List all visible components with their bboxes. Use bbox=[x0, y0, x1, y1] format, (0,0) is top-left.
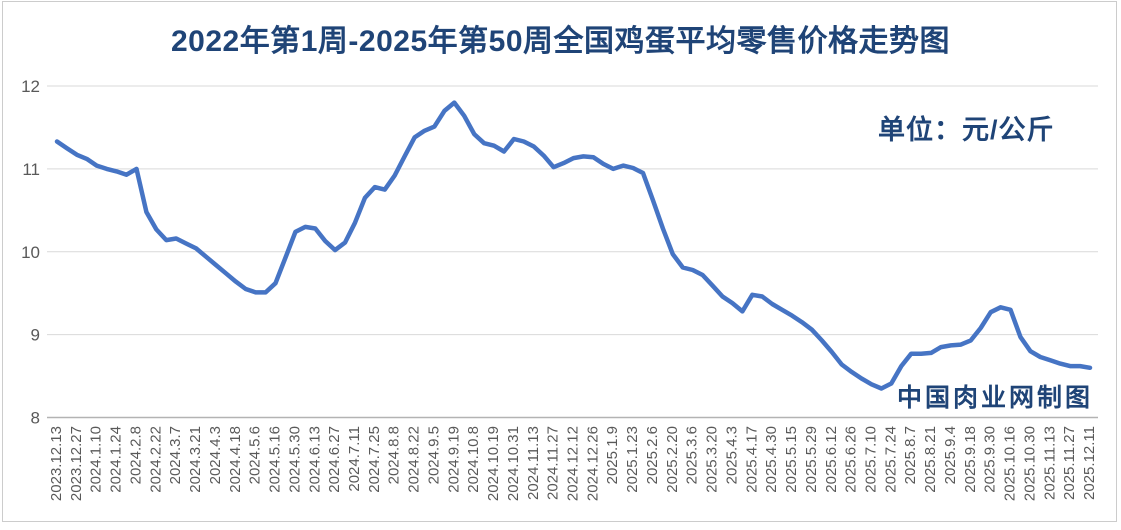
x-axis-tick-label: 2024.4.3 bbox=[207, 426, 224, 484]
x-axis-tick-label: 2024.12.26 bbox=[584, 426, 601, 501]
y-axis-tick-label: 9 bbox=[31, 326, 40, 345]
x-axis-tick-label: 2024.6.27 bbox=[326, 426, 343, 493]
x-axis-tick-label: 2024.4.18 bbox=[227, 426, 244, 493]
x-axis-tick-label: 2025.4.30 bbox=[763, 426, 780, 493]
y-axis-tick-label: 10 bbox=[21, 243, 40, 262]
x-axis-tick-label: 2025.9.18 bbox=[962, 426, 979, 493]
x-axis-tick-label: 2024.11.27 bbox=[545, 426, 562, 500]
x-axis-tick-label: 2024.7.11 bbox=[346, 426, 363, 492]
x-axis-tick-label: 2024.10.8 bbox=[465, 426, 482, 493]
x-axis-tick-label: 2024.1.24 bbox=[108, 426, 125, 493]
x-axis-tick-label: 2024.9.19 bbox=[445, 426, 462, 493]
x-axis-tick-label: 2024.2.22 bbox=[147, 426, 164, 493]
x-axis-tick-label: 2025.6.26 bbox=[843, 426, 860, 493]
x-axis-tick-label: 2024.8.8 bbox=[386, 426, 403, 484]
x-axis-tick-label: 2025.11.13 bbox=[1041, 426, 1058, 500]
x-axis-tick-label: 2025.8.7 bbox=[902, 426, 919, 484]
y-axis-tick-label: 8 bbox=[31, 409, 40, 428]
x-axis-tick-label: 2024.6.13 bbox=[306, 426, 323, 493]
x-axis-tick-label: 2025.6.12 bbox=[823, 426, 840, 493]
x-axis-tick-label: 2025.1.23 bbox=[624, 426, 641, 493]
x-axis-tick-label: 2024.10.31 bbox=[505, 426, 522, 501]
unit-label: 单位：元/公斤 bbox=[878, 115, 1055, 145]
x-axis-tick-label: 2024.11.13 bbox=[525, 426, 542, 500]
x-axis-tick-label: 2025.9.30 bbox=[982, 426, 999, 493]
x-axis-tick-label: 2025.2.20 bbox=[664, 426, 681, 493]
x-axis-tick-label: 2024.12.12 bbox=[565, 426, 582, 501]
x-axis-tick-label: 2024.9.5 bbox=[425, 426, 442, 484]
chart-frame bbox=[2, 1, 1117, 522]
y-axis-tick-label: 12 bbox=[21, 77, 40, 96]
y-axis-tick-label: 11 bbox=[22, 160, 40, 179]
x-axis-tick-label: 2025.10.16 bbox=[1002, 426, 1019, 501]
x-axis-tick-label: 2024.3.7 bbox=[167, 426, 184, 484]
chart-title: 2022年第1周-2025年第50周全国鸡蛋平均零售价格走势图 bbox=[170, 25, 951, 58]
x-axis-tick-label: 2024.2.8 bbox=[128, 426, 145, 484]
x-axis-tick-label: 2024.1.10 bbox=[88, 426, 105, 493]
x-axis-tick-label: 2023.12.27 bbox=[68, 426, 85, 501]
price-line bbox=[54, 100, 1093, 391]
x-axis-tick-label: 2025.12.11 bbox=[1081, 426, 1098, 500]
credit-label: 中国肉业网制图 bbox=[897, 384, 1094, 412]
x-axis-tick-label: 2025.9.4 bbox=[942, 426, 959, 484]
x-axis-tick-label: 2025.5.29 bbox=[803, 426, 820, 493]
x-axis-tick-label: 2025.1.9 bbox=[604, 426, 621, 484]
x-axis-tick-label: 2025.5.15 bbox=[783, 426, 800, 493]
x-axis-tick-label: 2024.5.30 bbox=[286, 426, 303, 493]
x-axis-tick-label: 2025.11.27 bbox=[1061, 426, 1078, 500]
x-axis-tick-label: 2025.4.3 bbox=[723, 426, 740, 484]
x-axis-tick-label: 2024.7.25 bbox=[366, 426, 383, 493]
x-axis-tick-label: 2025.7.24 bbox=[882, 426, 899, 493]
x-axis-tick-label: 2024.3.21 bbox=[187, 426, 204, 493]
x-axis-tick-label: 2025.2.6 bbox=[644, 426, 661, 484]
x-axis-tick-label: 2025.7.10 bbox=[863, 426, 880, 493]
x-axis-tick-label: 2025.3.6 bbox=[684, 426, 701, 484]
x-axis-tick-label: 2024.5.6 bbox=[247, 426, 264, 484]
x-axis-tick-label: 2023.12.13 bbox=[48, 426, 65, 501]
x-axis-tick-label: 2025.8.21 bbox=[922, 426, 939, 493]
x-axis-tick-label: 2024.10.19 bbox=[485, 426, 502, 501]
x-axis-tick-label: 2025.10.30 bbox=[1021, 426, 1038, 501]
x-axis-tick-label: 2025.4.17 bbox=[743, 426, 760, 493]
x-axis-tick-label: 2024.8.22 bbox=[406, 426, 423, 493]
x-axis-tick-label: 2025.3.20 bbox=[704, 426, 721, 493]
x-axis-tick-label: 2024.5.16 bbox=[267, 426, 284, 493]
